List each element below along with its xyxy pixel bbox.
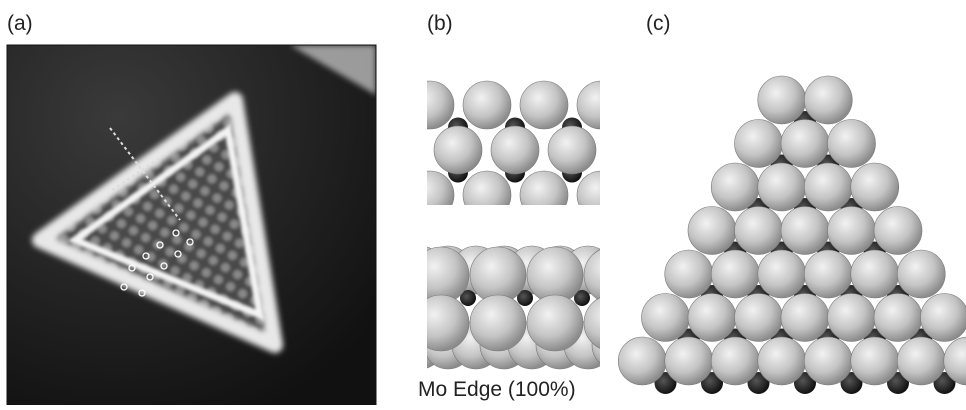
sulfur-atom	[463, 81, 511, 129]
panel-label: (c)	[646, 12, 671, 35]
cluster-model	[618, 76, 966, 394]
sulfur-atom	[851, 337, 899, 385]
sulfur-atom	[828, 120, 876, 168]
sulfur-atom	[665, 337, 713, 385]
mo-atom	[619, 118, 639, 138]
sulfur-atom	[688, 207, 736, 255]
sulfur-atom	[735, 120, 783, 168]
sulfur-atom	[851, 250, 899, 298]
sulfur-atom	[804, 76, 852, 124]
figure: (a) (b) (c) Mo Edge (100%)	[0, 0, 966, 405]
sulfur-atom	[921, 294, 966, 342]
sulfur-atom	[758, 250, 806, 298]
sulfur-atom	[520, 81, 568, 129]
sulfur-atom	[618, 337, 666, 385]
panel-label: (b)	[427, 12, 453, 35]
sulfur-atom	[577, 171, 625, 219]
sulfur-atom	[470, 247, 526, 303]
sulfur-atom	[874, 207, 922, 255]
sulfur-atom	[491, 126, 539, 174]
sulfur-atom	[804, 163, 852, 211]
sulfur-atom	[897, 250, 945, 298]
mo-atom	[631, 290, 647, 306]
sulfur-atom	[735, 294, 783, 342]
sulfur-atom	[527, 247, 583, 303]
sulfur-atom	[828, 207, 876, 255]
sulfur-atom	[711, 250, 759, 298]
sulfur-atom	[577, 81, 625, 129]
sulfur-atom	[735, 207, 783, 255]
sulfur-atom	[463, 171, 511, 219]
sulfur-atom	[781, 120, 829, 168]
sulfur-atom	[665, 250, 713, 298]
sulfur-atom	[711, 337, 759, 385]
sulfur-atom	[470, 295, 526, 351]
sulfur-atom	[804, 337, 852, 385]
sulfur-atom	[781, 207, 829, 255]
sulfur-atom	[897, 337, 945, 385]
sulfur-atom	[828, 294, 876, 342]
sulfur-atom	[758, 76, 806, 124]
sulfur-atom	[804, 250, 852, 298]
edge-model-top	[406, 80, 653, 219]
sulfur-atom	[642, 294, 690, 342]
edge-model-side	[396, 240, 647, 375]
sulfur-atom	[584, 247, 640, 303]
sulfur-atom	[527, 295, 583, 351]
sulfur-atom	[711, 163, 759, 211]
sulfur-atom	[874, 294, 922, 342]
sulfur-atom	[548, 126, 596, 174]
sulfur-atom	[413, 247, 469, 303]
sulfur-atom	[605, 126, 653, 174]
sulfur-atom	[781, 294, 829, 342]
sulfur-atom	[758, 163, 806, 211]
sulfur-atom	[406, 81, 454, 129]
stm-image	[7, 45, 376, 405]
sulfur-atom	[688, 294, 736, 342]
sulfur-atom	[851, 163, 899, 211]
sulfur-atom	[758, 337, 806, 385]
sulfur-atom	[413, 295, 469, 351]
caption: Mo Edge (100%)	[418, 378, 576, 401]
panel-label: (a)	[7, 12, 33, 35]
sulfur-atom	[520, 171, 568, 219]
sulfur-atom	[406, 171, 454, 219]
sulfur-atom	[434, 126, 482, 174]
mo-atom	[619, 163, 639, 183]
